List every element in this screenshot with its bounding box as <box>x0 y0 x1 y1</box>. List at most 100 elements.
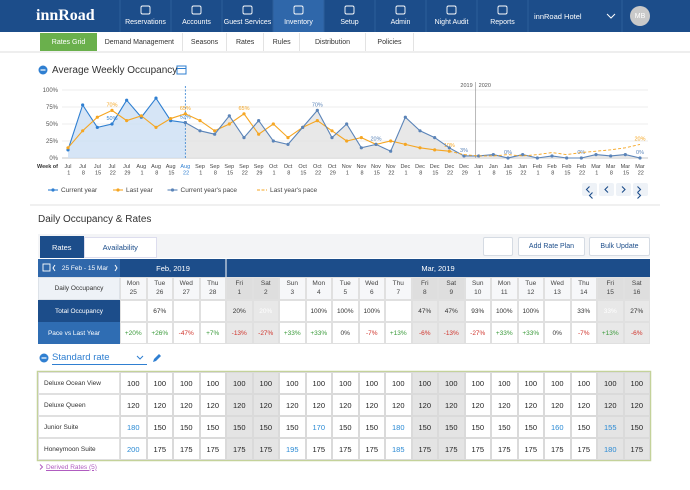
rate-cell[interactable]: 120 <box>305 394 332 416</box>
rate-cell[interactable]: 100 <box>305 372 332 394</box>
rate-cell[interactable]: 100 <box>570 372 597 394</box>
rate-cell[interactable]: 100 <box>438 372 465 394</box>
subnav-tab[interactable]: Rates Grid <box>40 33 97 51</box>
rate-cell[interactable]: 120 <box>411 394 438 416</box>
rate-cell[interactable]: 175 <box>623 438 650 460</box>
rate-cell[interactable]: 150 <box>226 416 253 438</box>
rate-cell[interactable]: 120 <box>491 394 518 416</box>
rate-cell[interactable]: 175 <box>438 438 465 460</box>
rate-cell[interactable]: 100 <box>385 372 412 394</box>
nav-item[interactable]: Reservations <box>125 19 166 26</box>
rate-cell[interactable]: 150 <box>279 416 306 438</box>
rate-cell[interactable]: 100 <box>120 372 147 394</box>
nav-item[interactable]: Accounts <box>182 19 211 26</box>
rate-cell[interactable]: 150 <box>517 416 544 438</box>
subnav-tab[interactable]: Rates <box>227 33 264 51</box>
rate-cell[interactable]: 120 <box>173 394 200 416</box>
rate-cell[interactable]: 120 <box>385 394 412 416</box>
rate-cell[interactable]: 120 <box>199 394 226 416</box>
pager-button[interactable] <box>582 183 597 196</box>
rate-cell[interactable]: 120 <box>597 394 624 416</box>
rate-cell[interactable]: 175 <box>544 438 571 460</box>
rate-cell[interactable]: 120 <box>623 394 650 416</box>
nav-item[interactable]: Night Audit <box>434 19 469 26</box>
view-tab[interactable]: Rates <box>40 236 84 258</box>
subnav-tab[interactable]: Rules <box>264 33 301 51</box>
rate-cell[interactable]: 150 <box>252 416 279 438</box>
nav-item[interactable]: Setup <box>340 19 359 26</box>
rate-cell[interactable]: 180 <box>120 416 147 438</box>
rate-cell[interactable]: 120 <box>226 394 253 416</box>
rate-cell[interactable]: 100 <box>464 372 491 394</box>
date-range[interactable]: 25 Feb - 15 Mar <box>61 264 109 272</box>
rate-cell[interactable]: 100 <box>491 372 518 394</box>
rate-cell[interactable]: 175 <box>305 438 332 460</box>
rate-cell[interactable]: 150 <box>438 416 465 438</box>
rate-cell[interactable]: 100 <box>199 372 226 394</box>
rate-cell[interactable]: 120 <box>438 394 465 416</box>
rate-cell[interactable]: 180 <box>597 438 624 460</box>
rate-cell[interactable]: 150 <box>146 416 173 438</box>
view-tab[interactable]: Availability <box>83 237 158 258</box>
rate-cell[interactable]: 100 <box>544 372 571 394</box>
rate-cell[interactable]: 100 <box>597 372 624 394</box>
rate-cell[interactable]: 175 <box>570 438 597 460</box>
rate-cell[interactable]: 100 <box>358 372 385 394</box>
rate-cell[interactable]: 100 <box>173 372 200 394</box>
rate-cell[interactable]: 175 <box>358 438 385 460</box>
rate-cell[interactable]: 150 <box>173 416 200 438</box>
rate-cell[interactable]: 150 <box>358 416 385 438</box>
rate-cell[interactable]: 175 <box>146 438 173 460</box>
rate-cell[interactable]: 175 <box>252 438 279 460</box>
next-arrow[interactable] <box>114 264 118 272</box>
rate-cell[interactable]: 100 <box>517 372 544 394</box>
rate-cell[interactable]: 175 <box>173 438 200 460</box>
edit-icon[interactable] <box>153 354 161 362</box>
avatar-initials[interactable]: MB <box>634 12 646 20</box>
subnav-tab[interactable]: Policies <box>366 33 415 51</box>
nav-item[interactable]: Admin <box>390 19 411 26</box>
rate-cell[interactable]: 150 <box>411 416 438 438</box>
rate-cell[interactable]: 155 <box>597 416 624 438</box>
rate-cell[interactable]: 100 <box>332 372 359 394</box>
rate-cell[interactable]: 100 <box>411 372 438 394</box>
rate-plan-select[interactable]: Standard rate <box>52 350 147 365</box>
rate-cell[interactable]: 120 <box>252 394 279 416</box>
subnav-tab[interactable]: Seasons <box>183 33 228 51</box>
nav-item[interactable]: Inventory <box>284 19 313 26</box>
rate-cell[interactable]: 120 <box>146 394 173 416</box>
add-rate-plan-button[interactable]: Add Rate Plan <box>518 237 585 256</box>
rate-cell[interactable]: 120 <box>120 394 147 416</box>
rate-cell[interactable]: 150 <box>464 416 491 438</box>
rate-cell[interactable]: 150 <box>199 416 226 438</box>
rate-cell[interactable]: 150 <box>332 416 359 438</box>
rate-cell[interactable]: 175 <box>226 438 253 460</box>
rate-cell[interactable]: 180 <box>385 416 412 438</box>
rate-cell[interactable]: 150 <box>623 416 650 438</box>
rate-cell[interactable]: 160 <box>544 416 571 438</box>
settings-button[interactable] <box>483 237 513 256</box>
bulk-update-button[interactable]: Bulk Update <box>589 237 650 256</box>
rate-cell[interactable]: 100 <box>279 372 306 394</box>
rate-cell[interactable]: 120 <box>570 394 597 416</box>
rate-cell[interactable]: 120 <box>358 394 385 416</box>
rate-cell[interactable]: 100 <box>146 372 173 394</box>
nav-item[interactable]: Reports <box>490 19 515 26</box>
derived-rates-link[interactable]: Derived Rates (5) <box>46 463 97 471</box>
rate-cell[interactable]: 100 <box>623 372 650 394</box>
rate-cell[interactable]: 175 <box>332 438 359 460</box>
pager-button[interactable] <box>599 183 614 196</box>
rate-cell[interactable]: 185 <box>385 438 412 460</box>
prev-arrow[interactable] <box>52 264 56 272</box>
rate-cell[interactable]: 120 <box>544 394 571 416</box>
rate-cell[interactable]: 100 <box>252 372 279 394</box>
rate-cell[interactable]: 100 <box>226 372 253 394</box>
rate-cell[interactable]: 200 <box>120 438 147 460</box>
rate-cell[interactable]: 175 <box>517 438 544 460</box>
rate-cell[interactable]: 120 <box>279 394 306 416</box>
calendar-icon[interactable] <box>42 263 51 272</box>
rate-cell[interactable]: 175 <box>464 438 491 460</box>
calendar-icon[interactable] <box>176 65 187 75</box>
rate-cell[interactable]: 175 <box>411 438 438 460</box>
subnav-tab[interactable]: Distribution <box>300 33 366 51</box>
